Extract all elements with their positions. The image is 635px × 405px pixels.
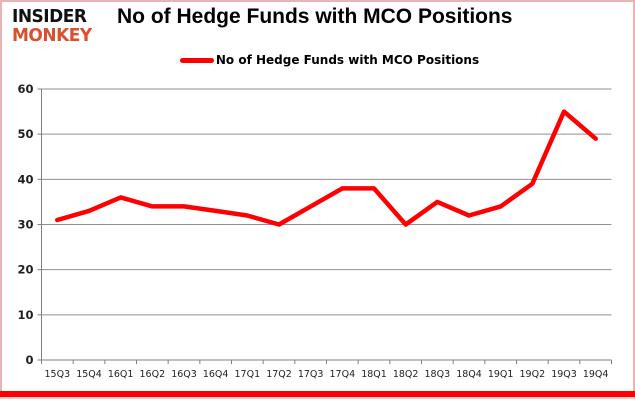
x-axis-label: 17Q1 [235,369,261,380]
bottom-bar-shadow [0,397,635,399]
legend: No of Hedge Funds with MCO Positions [0,53,635,67]
x-axis-label: 16Q1 [108,369,134,380]
x-axis-label: 17Q3 [298,369,324,380]
x-axis-label: 18Q4 [456,369,482,380]
x-axis-label: 19Q4 [583,369,609,380]
x-axis-label: 17Q2 [266,369,292,380]
y-axis-label: 20 [17,263,33,277]
x-axis-label: 19Q1 [488,369,514,380]
chart-title: No of Hedge Funds with MCO Positions [117,5,513,28]
legend-line-marker [179,57,214,63]
x-axis-label: 16Q4 [203,369,229,380]
x-axis-label: 19Q3 [551,369,577,380]
x-axis-label: 16Q2 [140,369,166,380]
x-axis-label: 15Q4 [76,369,102,380]
x-axis-label: 15Q3 [45,369,71,380]
x-axis-label: 18Q1 [361,369,387,380]
insider-monkey-logo: INSIDER MONKEY [12,6,92,47]
y-axis-label: 50 [17,127,33,141]
bottom-red-bar [0,391,635,397]
x-axis-label: 18Q3 [425,369,451,380]
y-axis-label: 0 [25,353,33,367]
legend-label: No of Hedge Funds with MCO Positions [215,53,480,67]
x-axis-label: 17Q4 [330,369,356,380]
x-axis-label: 16Q3 [171,369,197,380]
y-axis-label: 40 [17,172,33,186]
y-axis-label: 30 [17,218,33,232]
x-axis-label: 19Q2 [520,369,546,380]
x-axis-label: 18Q2 [393,369,419,380]
y-axis-label: 60 [17,82,33,96]
series-line [55,109,598,227]
y-axis-label: 10 [17,308,33,322]
logo-text-insider: INSIDER [12,6,87,28]
chart-frame-border [0,0,635,391]
logo-text-monkey: MONKEY [12,25,92,47]
